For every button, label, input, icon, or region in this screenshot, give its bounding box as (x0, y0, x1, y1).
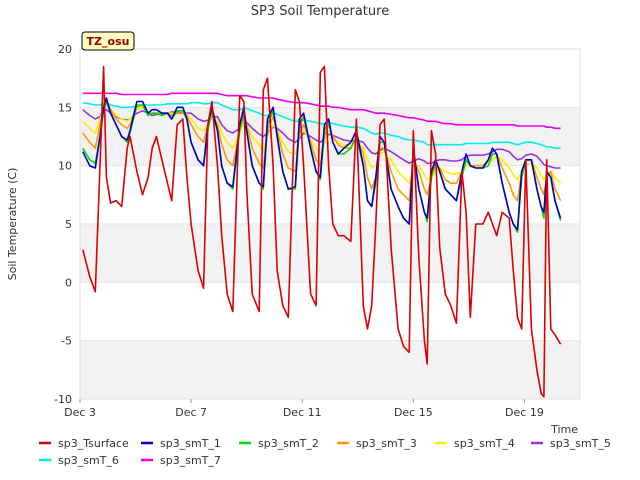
y-tick-label: 5 (65, 218, 72, 231)
grid-band (80, 107, 580, 166)
grid-bands (80, 48, 580, 400)
legend-label: sp3_smT_1 (160, 437, 221, 450)
chart-title: SP3 Soil Temperature (251, 4, 389, 19)
legend-label: sp3_smT_7 (160, 454, 221, 467)
legend-label: sp3_Tsurface (58, 437, 129, 450)
x-tick-label: Dec 3 (64, 406, 96, 419)
legend-label: sp3_smT_4 (454, 437, 515, 450)
legend-label: sp3_smT_3 (356, 437, 417, 450)
legend-label: sp3_smT_2 (258, 437, 319, 450)
y-axis-ticks: -10 -5 0 5 10 15 20 (54, 43, 72, 406)
badge-label: TZ_osu (87, 35, 130, 48)
grid-band (80, 340, 580, 399)
series-line-sp3_smT_7 (82, 92, 561, 130)
badge-box (81, 31, 135, 51)
x-axis-ticks: Dec 3 Dec 7 Dec 11 Dec 15 Dec 19 (64, 399, 544, 419)
grid-band (80, 224, 580, 283)
series-line-sp3_smT_1 (82, 97, 562, 231)
timezone-badge: TZ_osu (81, 31, 135, 51)
y-tick-label: 15 (58, 101, 72, 114)
x-tick-label: Dec 19 (505, 406, 544, 419)
series-line-sp3_Tsurface (82, 65, 562, 398)
x-tick-label: Dec 7 (175, 406, 207, 419)
y-tick-label: -5 (61, 335, 72, 348)
legend-label: sp3_smT_6 (58, 454, 119, 467)
plot-area (79, 48, 581, 400)
series-layer (82, 65, 562, 398)
grid-band (80, 282, 580, 341)
x-tick-label: Dec 15 (394, 406, 433, 419)
legend-label: sp3_smT_5 (550, 437, 611, 450)
legend: sp3_Tsurface sp3_smT_1 sp3_smT_2 sp3_smT_3 s… (39, 437, 611, 467)
x-tick-label: Dec 11 (283, 406, 322, 419)
y-tick-label: -10 (54, 393, 72, 406)
x-axis-label: Time (550, 423, 578, 436)
y-tick-label: 20 (58, 43, 72, 56)
grid-band (80, 49, 580, 108)
y-axis-label: Soil Temperature (C) (6, 168, 19, 281)
y-tick-label: 10 (58, 160, 72, 173)
y-tick-label: 0 (65, 276, 72, 289)
